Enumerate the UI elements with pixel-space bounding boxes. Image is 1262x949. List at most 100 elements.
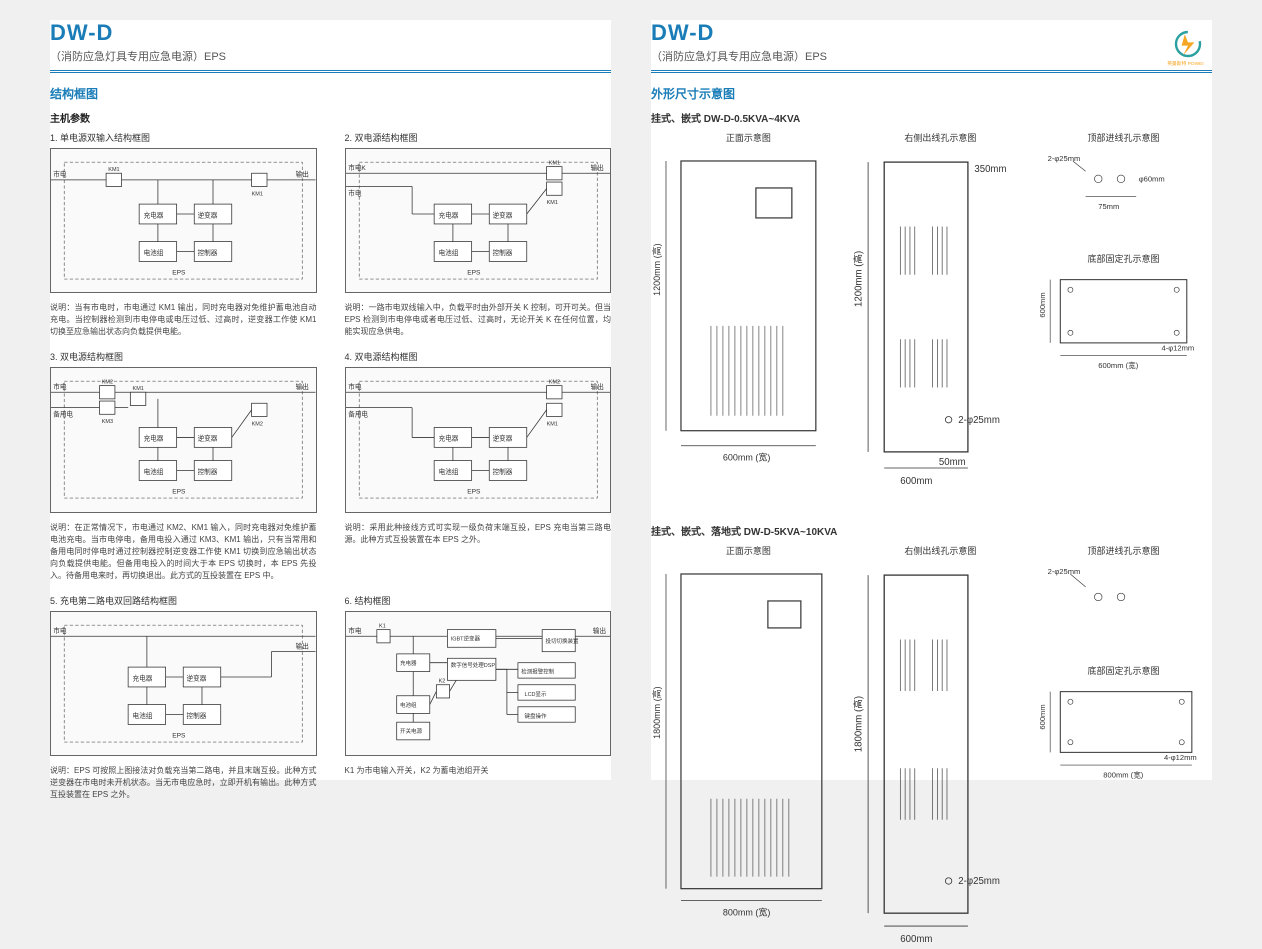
svg-text:800mm (宽): 800mm (宽) [723,907,770,918]
view-side-2: 右侧出线孔示意图 [852,544,1029,557]
svg-text:市电: 市电 [348,625,362,634]
svg-text:1200mm (高): 1200mm (高) [651,243,662,295]
svg-text:600mm: 600mm [900,476,932,487]
front-view-1: 600mm (宽) 1200mm (高) [651,146,846,476]
svg-text:市电K: 市电K [348,163,366,172]
svg-text:逆变器: 逆变器 [198,210,218,219]
svg-text:市电: 市电 [53,170,67,179]
svg-text:市电: 市电 [348,188,362,197]
svg-text:KM3: KM3 [102,419,113,425]
fig5-title: 5. 充电第二路电双回路结构框图 [50,594,317,607]
svg-text:600mm: 600mm [1038,704,1047,729]
svg-text:EPS: EPS [172,270,186,277]
svg-text:输出: 输出 [592,625,605,634]
svg-text:充电器: 充电器 [438,434,458,443]
bottom-view-2: 600mm 800mm (宽) 4-φ12mm [1035,679,1212,793]
svg-text:EPS: EPS [467,270,481,277]
svg-text:备用电: 备用电 [53,410,73,419]
svg-text:KM2: KM2 [102,380,113,386]
title-right: DW-D [651,20,1212,46]
svg-text:充电器: 充电器 [144,434,164,443]
svg-text:KM1: KM1 [546,422,557,428]
side-view-1: 350mm 2-φ25mm 1200mm (高) 600mm 50mm [852,146,1029,500]
svg-text:EPS: EPS [467,489,481,496]
svg-text:K2: K2 [438,678,445,684]
svg-text:600mm (宽): 600mm (宽) [723,452,770,463]
svg-text:电池组: 电池组 [144,248,164,257]
svg-text:控制器: 控制器 [187,710,207,719]
svg-text:输出: 输出 [296,170,309,179]
spec2-title: 挂式、嵌式、落地式 DW-D-5KVA~10KVA [651,523,1212,538]
fig5-desc: 说明：EPS 可按照上图接法对负载充当第二路电，并且末端互投。此种方式逆变器在市… [50,765,317,801]
fig2-title: 2. 双电源结构框图 [345,131,612,144]
logo-icon: 英曼斯特 POWEr [1164,28,1212,68]
view-front-1: 正面示意图 [651,131,846,144]
svg-text:KM1: KM1 [108,167,119,173]
svg-text:600mm: 600mm [900,934,932,945]
svg-text:KM1: KM1 [546,200,557,206]
svg-text:开关电源: 开关电源 [400,727,423,735]
fig2-diagram: 市电K 市电 输出 KM1 KM1 充电器 逆变器 电池组 控制器 EPS [345,148,612,293]
top-view-1: 2-φ25mm φ60mm 75mm [1035,146,1212,235]
svg-text:控制器: 控制器 [198,248,218,257]
svg-text:电池组: 电池组 [144,467,164,476]
svg-text:输出: 输出 [590,382,603,391]
svg-text:600mm (宽): 600mm (宽) [1098,360,1138,370]
svg-text:检测报警控制: 检测报警控制 [521,667,555,675]
hr-left [50,70,611,73]
svg-text:KM1: KM1 [133,386,144,392]
svg-text:50mm: 50mm [939,457,966,468]
svg-text:1800mm (高): 1800mm (高) [852,696,864,752]
svg-text:充电器: 充电器 [438,210,458,219]
svg-text:4-φ12mm: 4-φ12mm [1161,343,1194,352]
subtitle-right: （消防应急灯具专用应急电源）EPS [651,48,1212,64]
svg-text:φ60mm: φ60mm [1139,174,1165,183]
header-right: DW-D （消防应急灯具专用应急电源）EPS [651,20,1212,73]
svg-text:市电: 市电 [53,625,67,634]
spec1-title: 挂式、嵌式 DW-D-0.5KVA~4KVA [651,110,1212,125]
svg-text:EPS: EPS [172,732,186,739]
subsection-left: 主机参数 [50,110,611,125]
svg-text:600mm: 600mm [1038,292,1047,317]
svg-text:LCD显示: LCD显示 [524,690,547,697]
svg-text:KM1: KM1 [252,191,263,197]
svg-text:充电器: 充电器 [400,658,417,666]
section-title-right: 外形尺寸示意图 [651,85,1212,102]
row-3: 5. 充电第二路电双回路结构框图 市电 输出 充电器 逆变器 电池组 控制器 E… [50,594,611,813]
fig4-desc: 说明：采用此种接线方式可实现一级负荷末端互投，EPS 充电当第三路电源。此种方式… [345,522,612,546]
svg-text:KM2: KM2 [252,422,263,428]
svg-text:逆变器: 逆变器 [492,210,512,219]
fig6-title: 6. 结构框图 [345,594,612,607]
svg-text:2-φ25mm: 2-φ25mm [958,876,1000,887]
dims-row-1: 正面示意图 600mm (宽) 1200mm (高) 右侧出线孔示意图 [651,131,1212,503]
row-2: 3. 双电源结构框图 市电 备用电 输出 KM2 KM3 KM1 KM2 充电器… [50,350,611,593]
svg-text:市电: 市电 [348,382,362,391]
subtitle-left: （消防应急灯具专用应急电源）EPS [50,48,611,64]
svg-text:EPS: EPS [172,489,186,496]
side-view-2: 2-φ25mm 1800mm (高) 600mm [852,559,1029,945]
svg-text:控制器: 控制器 [492,467,512,476]
svg-text:电池组: 电池组 [400,700,417,708]
svg-text:2-φ25mm: 2-φ25mm [1048,567,1081,576]
svg-text:1200mm (高): 1200mm (高) [852,251,864,307]
svg-text:2-φ25mm: 2-φ25mm [958,415,1000,426]
svg-text:1800mm (高): 1800mm (高) [651,687,662,739]
fig6-desc: K1 为市电输入开关，K2 为蓄电池组开关 [345,765,612,777]
view-bottom-2: 底部固定孔示意图 [1035,664,1212,677]
svg-text:输出: 输出 [296,641,309,650]
fig2-desc: 说明：一路市电双线输入中，负载平时由外部开关 K 控制，可开可关。但当 EPS … [345,302,612,338]
svg-text:K1: K1 [379,623,386,629]
svg-text:充电器: 充电器 [144,210,164,219]
svg-text:逆变器: 逆变器 [187,673,207,682]
svg-text:逆变器: 逆变器 [198,434,218,443]
svg-text:键盘操作: 键盘操作 [524,711,547,719]
svg-text:电池组: 电池组 [438,248,458,257]
front-view-2: 800mm (宽) 1800mm (高) [651,559,846,919]
fig4-title: 4. 双电源结构框图 [345,350,612,363]
view-side-1: 右侧出线孔示意图 [852,131,1029,144]
fig1-diagram: 市电 输出 KM1 KM1 充电器 逆变器 电池组 控制器 EPS [50,148,317,293]
fig1-desc: 说明：当有市电时，市电通过 KM1 输出，同时充电器对免维护蓄电池自动充电。当控… [50,302,317,338]
section-title-left: 结构框图 [50,85,611,102]
fig3-desc: 说明：在正常情况下，市电通过 KM2、KM1 输入，同时充电器对免维护蓄电池充电… [50,522,317,582]
svg-text:KM1: KM1 [548,160,559,166]
